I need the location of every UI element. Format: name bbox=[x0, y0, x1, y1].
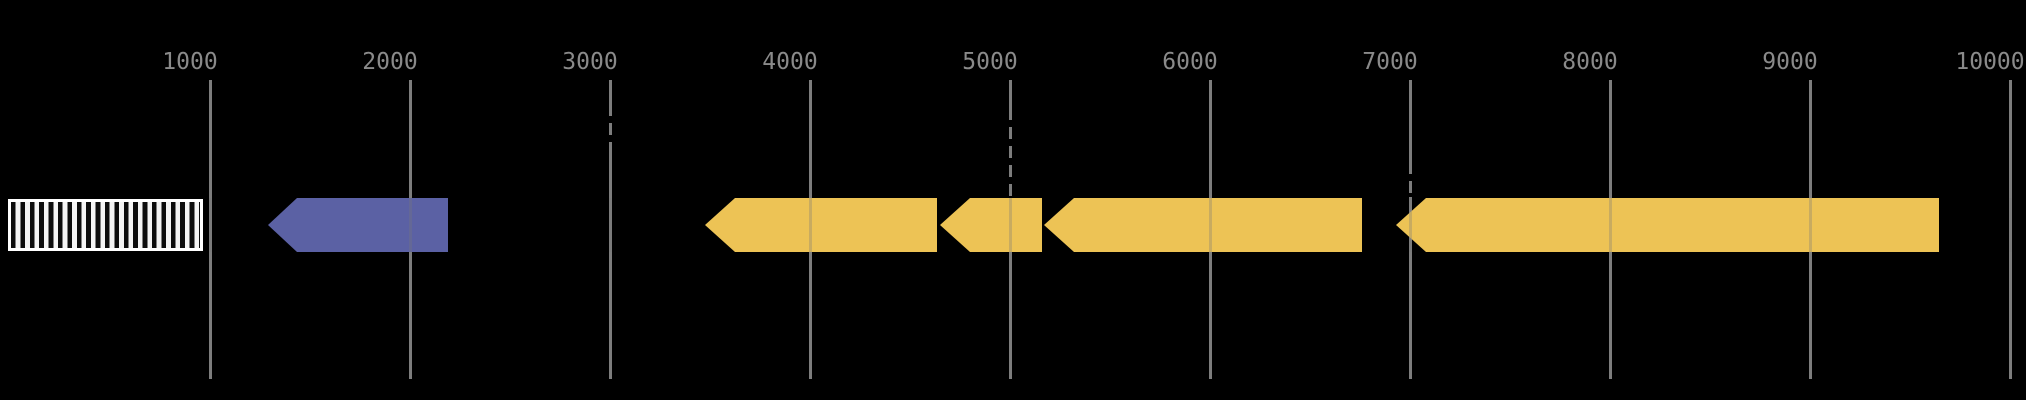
gridline-dashed-segment-7000 bbox=[1408, 162, 1412, 197]
gridline-overlay-10000 bbox=[2008, 198, 2012, 252]
axis-tick-label-9000: 9000 bbox=[1762, 49, 1818, 75]
feature-arrow-gene-5 bbox=[1396, 198, 1939, 252]
feature-hatched-region bbox=[8, 199, 203, 251]
gridline-overlay-1000 bbox=[208, 198, 212, 252]
gridline-dashed-segment-3000 bbox=[608, 104, 612, 146]
gridline-overlay-2000 bbox=[408, 198, 412, 252]
axis-tick-label-8000: 8000 bbox=[1562, 49, 1618, 75]
gridline-overlay-5000 bbox=[1008, 198, 1012, 252]
axis-tick-label-5000: 5000 bbox=[962, 49, 1018, 75]
axis-tick-label-4000: 4000 bbox=[762, 49, 818, 75]
axis-tick-label-3000: 3000 bbox=[562, 49, 618, 75]
gridline-3000 bbox=[608, 80, 612, 379]
gridline-overlay-8000 bbox=[1608, 198, 1612, 252]
axis-tick-label-1000: 1000 bbox=[162, 49, 218, 75]
gridline-dashed-segment-5000 bbox=[1008, 108, 1012, 200]
gridline-overlay-6000 bbox=[1208, 198, 1212, 252]
axis-tick-label-7000: 7000 bbox=[1362, 49, 1418, 75]
gridline-overlay-4000 bbox=[808, 198, 812, 252]
gridline-overlay-7000 bbox=[1408, 198, 1412, 252]
axis-tick-label-6000: 6000 bbox=[1162, 49, 1218, 75]
gridline-overlay-3000 bbox=[608, 198, 612, 252]
gridline-10000 bbox=[2008, 80, 2012, 379]
feature-arrow-gene-4 bbox=[1044, 198, 1362, 252]
axis-tick-label-10000: 10000 bbox=[1955, 49, 2025, 75]
feature-arrow-gene-1 bbox=[268, 198, 448, 252]
axis-tick-label-2000: 2000 bbox=[362, 49, 418, 75]
feature-arrow-gene-2 bbox=[705, 198, 937, 252]
gridline-1000 bbox=[208, 80, 212, 379]
gridline-overlay-9000 bbox=[1808, 198, 1812, 252]
